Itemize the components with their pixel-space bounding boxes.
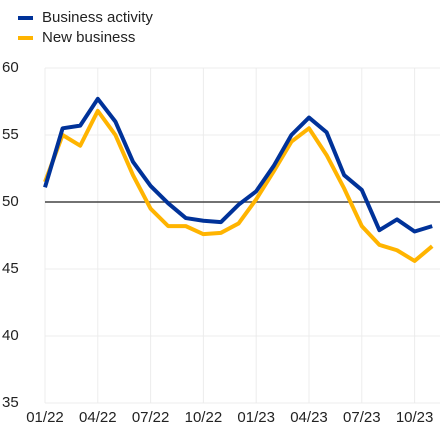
- x-tick-label: 04/22: [79, 409, 117, 426]
- y-tick-label: 45: [2, 260, 19, 277]
- series-line: [43, 108, 434, 263]
- legend-label: Business activity: [42, 9, 153, 26]
- x-tick-label: 01/22: [26, 409, 64, 426]
- series-line: [43, 96, 433, 234]
- x-tick-label: 04/23: [290, 409, 328, 426]
- y-tick-label: 40: [2, 327, 19, 344]
- x-tick-label: 10/22: [185, 409, 223, 426]
- y-tick-label: 55: [2, 126, 19, 143]
- x-tick-label: 07/22: [132, 409, 170, 426]
- legend-label: New business: [42, 29, 135, 46]
- x-tick-label: 01/23: [237, 409, 275, 426]
- x-tick-label: 10/23: [396, 409, 434, 426]
- x-tick-label: 07/23: [343, 409, 381, 426]
- y-tick-label: 60: [2, 59, 19, 76]
- y-tick-label: 35: [2, 394, 19, 411]
- y-tick-label: 50: [2, 193, 19, 210]
